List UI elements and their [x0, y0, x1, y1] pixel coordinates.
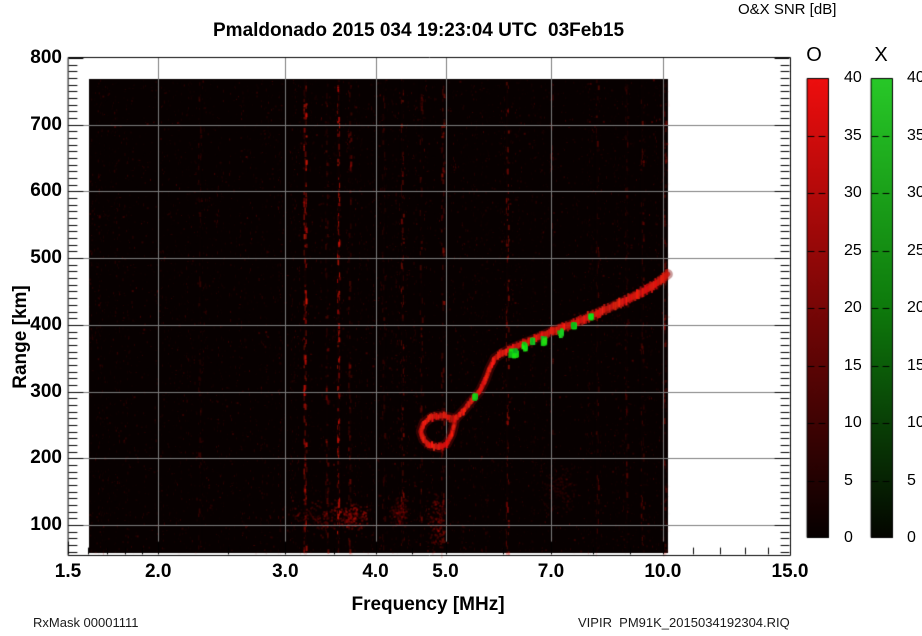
o-colorbar-tick-label: 30: [844, 184, 862, 201]
x-colorbar-tick-label: 0: [907, 529, 916, 546]
x-axis-title: Frequency [MHz]: [351, 594, 505, 615]
x-tick-label: 15.0: [771, 561, 809, 582]
x-tick-label: 3.0: [272, 561, 299, 582]
x-colorbar-tick-label: 25: [907, 241, 922, 259]
y-axis-title: Range [km]: [10, 285, 31, 389]
x-tick-label: 2.0: [144, 561, 172, 582]
y-tick-label: 200: [30, 447, 62, 469]
page-title: Pmaldonado 2015 034 19:23:04 UTC: [213, 20, 538, 41]
page-date: 03Feb15: [548, 20, 625, 41]
y-tick-label: 700: [30, 113, 62, 135]
o-colorbar-tick-label: 0: [844, 529, 853, 546]
y-tick-label: 100: [30, 513, 62, 535]
x-colorbar-tick-label: 5: [907, 471, 916, 489]
x-tick-label: 10.0: [644, 561, 682, 582]
y-tick-label: 500: [30, 247, 62, 269]
x-tick-label: 5.0: [432, 561, 459, 582]
x-tick-label: 7.0: [537, 561, 565, 582]
x-colorbar-tick-label: 35: [907, 126, 922, 144]
colorbar-o-header: O: [806, 44, 822, 66]
x-tick-label: 1.5: [54, 561, 82, 582]
y-tick-label: 300: [30, 380, 62, 402]
o-colorbar-tick-label: 40: [844, 69, 862, 86]
x-tick-label: 4.0: [362, 561, 389, 582]
o-colorbar-tick-label: 25: [844, 241, 862, 259]
x-colorbar-tick-label: 15: [907, 356, 922, 374]
colorbar-title: O&X SNR [dB]: [738, 1, 837, 18]
y-tick-label: 400: [30, 313, 62, 335]
x-colorbar-tick-label: 10: [907, 414, 922, 431]
y-tick-label: 800: [30, 47, 62, 68]
x-colorbar-tick-label: 40: [907, 69, 922, 86]
rxmask-label: RxMask 00001111: [33, 615, 139, 630]
o-colorbar-tick-label: 35: [844, 126, 862, 144]
o-colorbar-tick-label: 10: [844, 414, 862, 431]
x-colorbar-tick-label: 30: [907, 184, 922, 201]
x-colorbar-tick-label: 20: [907, 299, 922, 316]
o-colorbar-tick-label: 5: [844, 471, 853, 489]
y-tick-label: 600: [30, 180, 62, 202]
o-colorbar-tick-label: 15: [844, 356, 862, 374]
o-colorbar-tick-label: 20: [844, 299, 862, 316]
colorbar-x-header: X: [874, 44, 888, 66]
filename-label: VIPIR PM91K_2015034192304.RIQ: [578, 615, 790, 630]
